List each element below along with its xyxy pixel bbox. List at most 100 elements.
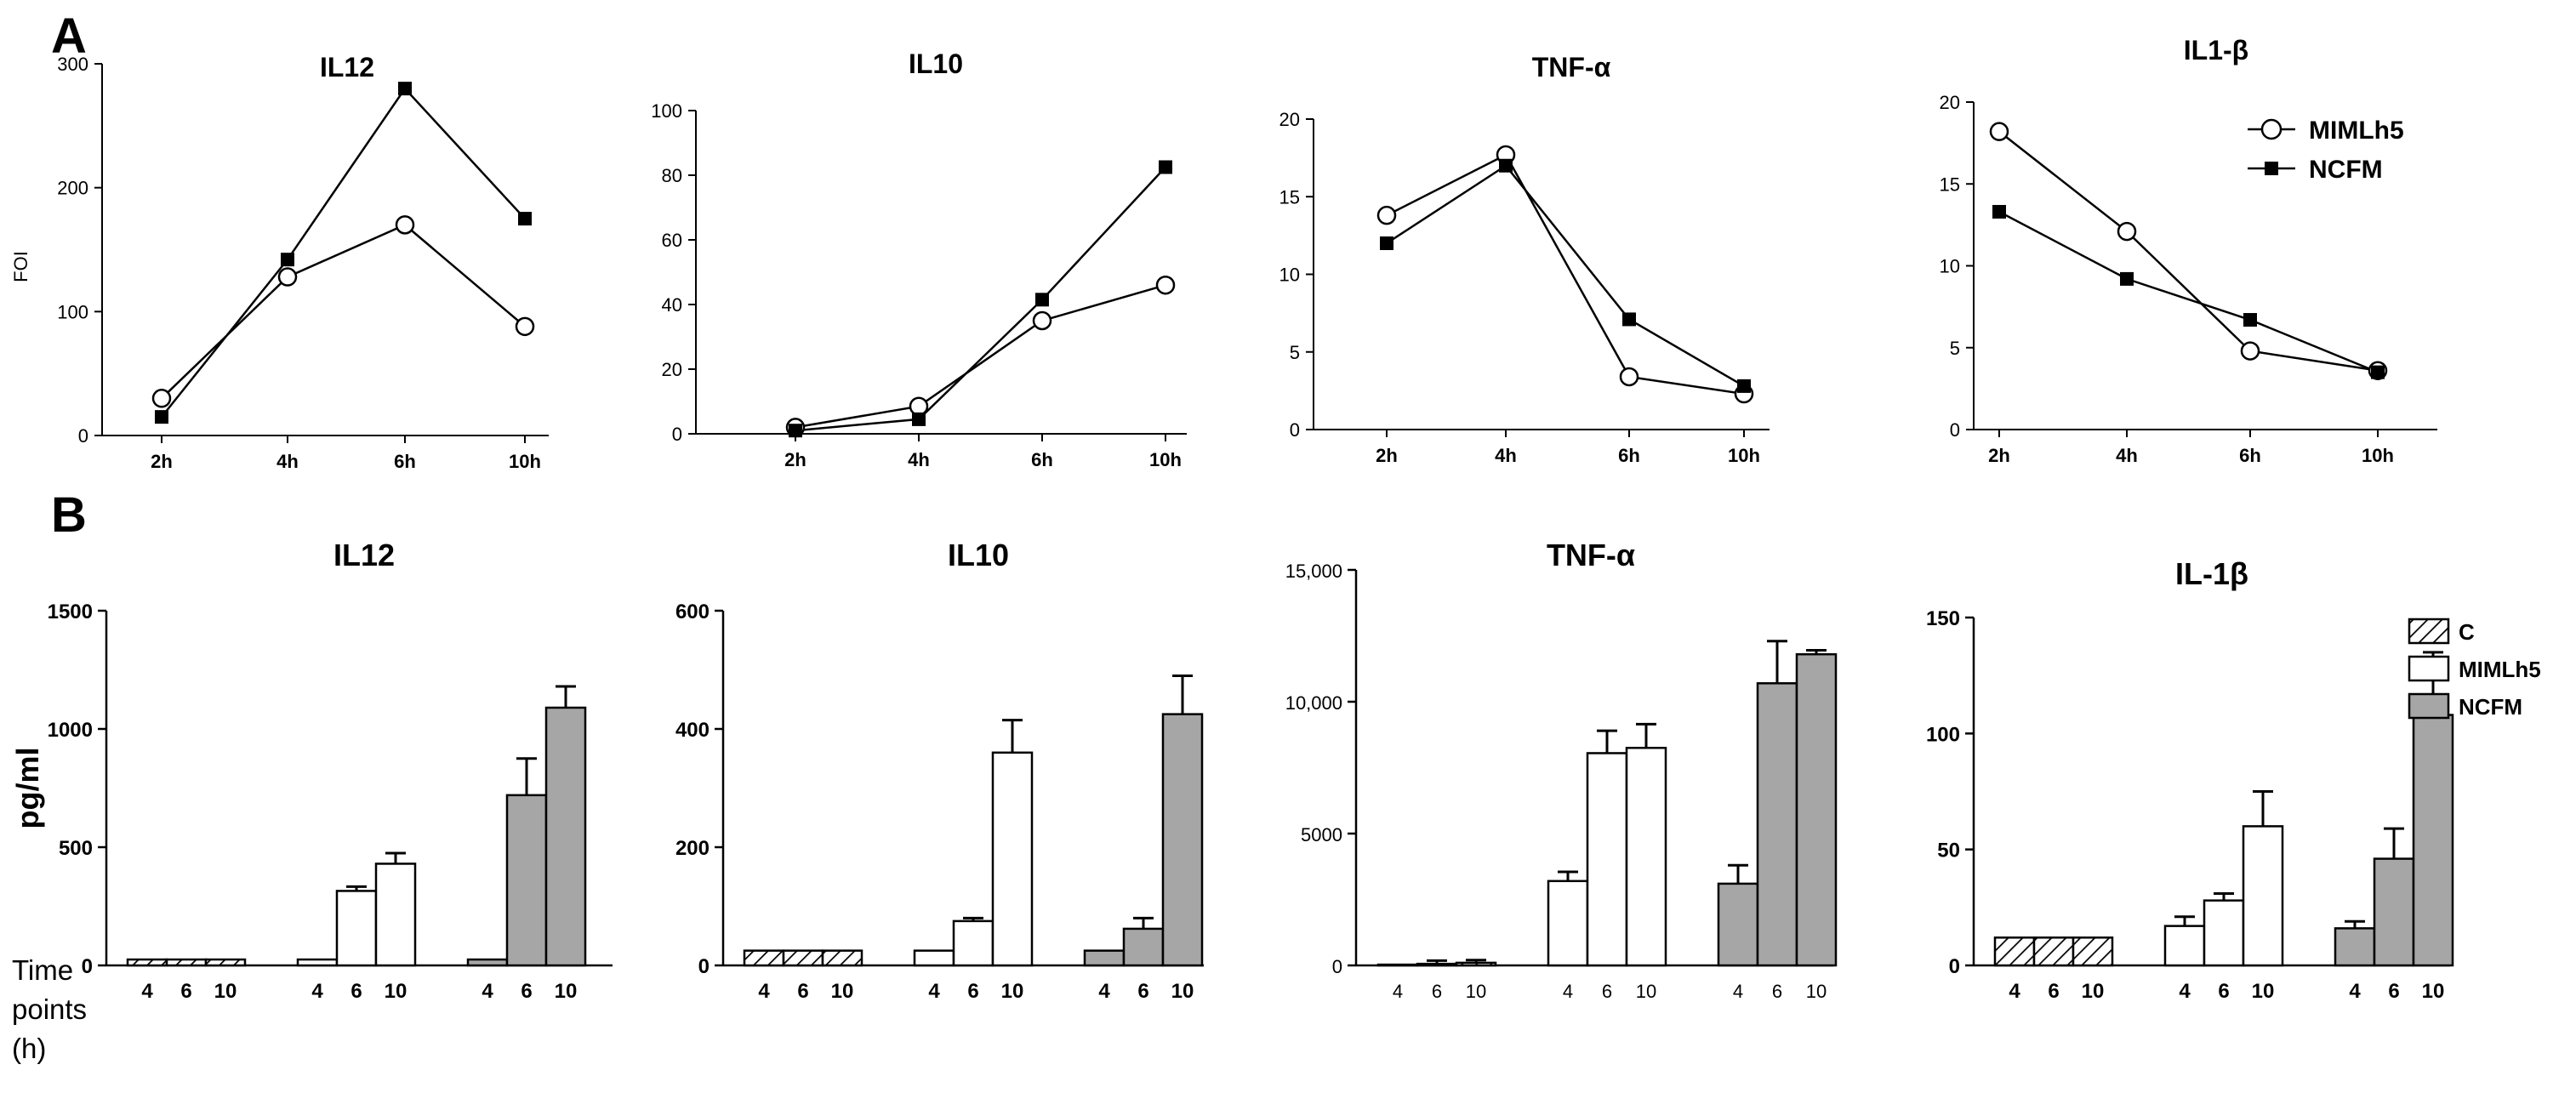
x-tick-label: 6 bbox=[2048, 980, 2059, 1003]
y-tick-label: 200 bbox=[675, 837, 710, 860]
x-tick-label: 10 bbox=[2252, 980, 2275, 1003]
legend-swatch-c bbox=[2408, 618, 2450, 645]
chart-a-0: IL12 0 100 200 300 2h 4h 6h 10h FOI bbox=[10, 52, 549, 472]
panel-a-label: A bbox=[51, 9, 87, 64]
x-tick-label: 6h bbox=[1618, 445, 1640, 466]
y-tick-label: 150 bbox=[1926, 607, 1960, 630]
x-tick-label: 10h bbox=[509, 451, 541, 472]
point-ncfm bbox=[2243, 313, 2257, 327]
y-tick-label: 0 bbox=[78, 425, 88, 447]
point-mimlh5 bbox=[2240, 341, 2260, 361]
y-tick-label: 1000 bbox=[48, 719, 93, 742]
point-ncfm bbox=[912, 412, 926, 426]
x-tick-label: 4 bbox=[1393, 981, 1403, 1002]
bar-mimlh5 bbox=[374, 862, 417, 967]
y-tick-label: 20 bbox=[662, 359, 682, 380]
y-tick-label: 40 bbox=[662, 294, 682, 316]
bar-mimlh5 bbox=[1625, 747, 1667, 967]
legend-label: NCFM bbox=[2459, 694, 2522, 720]
y-tick-label: 0 bbox=[1332, 956, 1342, 977]
y-tick-label: 500 bbox=[59, 837, 93, 860]
x-tick-label: 10 bbox=[1171, 980, 1194, 1003]
series-line-ncfm bbox=[161, 87, 526, 418]
point-ncfm bbox=[2120, 271, 2134, 286]
point-ncfm bbox=[1622, 312, 1636, 327]
bar-ncfm bbox=[1161, 713, 1204, 967]
bar-c bbox=[821, 949, 863, 967]
bar-ncfm bbox=[505, 794, 548, 967]
point-ncfm bbox=[1737, 379, 1751, 393]
y-tick-label: 400 bbox=[675, 719, 710, 742]
y-tick-label: 10 bbox=[1279, 265, 1300, 286]
legend-marker-circle bbox=[2260, 118, 2282, 140]
x-tick-label: 4 bbox=[2009, 980, 2020, 1003]
x-tick-label: 4 bbox=[1098, 980, 1110, 1003]
point-ncfm bbox=[1992, 204, 2006, 219]
bar-ncfm bbox=[2334, 927, 2376, 967]
point-mimlh5 bbox=[1155, 275, 1176, 295]
chart-b-4: IL12 0 500 1000 1500 pg/ml 4 6 10 4 6 10 4 6 10 bbox=[10, 538, 613, 1003]
y-tick-label: 600 bbox=[675, 601, 710, 623]
chart-a-2: TNF-α 0 5 10 15 20 2h 4h 6h 10h bbox=[1279, 52, 1770, 466]
legend-swatch-mimlh5 bbox=[2408, 655, 2450, 682]
x-tick-label: 6 bbox=[521, 980, 532, 1003]
x-tick-label: 4 bbox=[2179, 980, 2191, 1003]
x-tick-label: 2h bbox=[1988, 445, 2010, 466]
chart-b-7: IL-1β 0 50 100 150 4 6 10 4 6 10 4 6 10 C MIMLh5 NCFM bbox=[1926, 556, 2541, 1003]
time-label-line-2: points bbox=[12, 993, 87, 1025]
bar-mimlh5 bbox=[913, 949, 955, 967]
point-mimlh5 bbox=[395, 215, 415, 235]
y-tick-label: 0 bbox=[82, 955, 93, 978]
bar-mimlh5 bbox=[2203, 899, 2245, 967]
x-tick-label: 10 bbox=[385, 980, 407, 1003]
x-tick-label: 10 bbox=[555, 980, 578, 1003]
x-tick-label: 10 bbox=[1466, 981, 1486, 1002]
point-ncfm bbox=[1159, 160, 1172, 174]
point-mimlh5 bbox=[1032, 310, 1052, 331]
bar-mimlh5 bbox=[1586, 752, 1628, 967]
point-ncfm bbox=[281, 253, 294, 267]
point-ncfm bbox=[789, 424, 802, 438]
x-tick-label: 6 bbox=[1602, 981, 1612, 1002]
bar-ncfm bbox=[544, 706, 587, 967]
x-tick-label: 10 bbox=[831, 980, 854, 1003]
legend-label: NCFM bbox=[2309, 156, 2383, 184]
x-tick-label: 4 bbox=[1563, 981, 1573, 1002]
y-axis-label: FOI bbox=[10, 251, 31, 282]
chart-title: IL12 bbox=[320, 52, 374, 83]
y-tick-label: 1500 bbox=[48, 601, 93, 623]
bar-c bbox=[2072, 936, 2114, 967]
point-ncfm bbox=[155, 410, 168, 424]
bar-c bbox=[1455, 961, 1497, 967]
series-line-mimlh5 bbox=[161, 223, 526, 400]
x-tick-label: 10 bbox=[1806, 981, 1827, 1002]
bar-ncfm bbox=[1083, 949, 1126, 967]
point-ncfm bbox=[518, 212, 532, 226]
x-tick-label: 6 bbox=[2388, 980, 2399, 1003]
bar-ncfm bbox=[2412, 714, 2454, 967]
x-tick-label: 4h bbox=[2116, 445, 2138, 466]
x-tick-label: 4 bbox=[2349, 980, 2361, 1003]
chart-title: IL12 bbox=[333, 538, 395, 572]
y-tick-label: 10,000 bbox=[1285, 692, 1342, 714]
x-tick-label: 10 bbox=[214, 980, 237, 1003]
x-tick-label: 6h bbox=[1031, 449, 1053, 470]
legend-marker-square bbox=[2265, 162, 2278, 175]
y-tick-label: 0 bbox=[672, 424, 682, 445]
bar-mimlh5 bbox=[1547, 880, 1589, 967]
bar-ncfm bbox=[466, 958, 509, 967]
bar-c bbox=[126, 958, 168, 967]
bar-ncfm bbox=[1122, 927, 1165, 967]
x-tick-label: 4 bbox=[1733, 981, 1743, 1002]
point-ncfm bbox=[398, 82, 412, 96]
point-mimlh5 bbox=[1989, 122, 2009, 141]
x-tick-label: 6 bbox=[797, 980, 808, 1003]
bar-c bbox=[204, 958, 247, 967]
y-tick-label: 100 bbox=[57, 301, 88, 322]
time-label-line-3: (h) bbox=[12, 1033, 46, 1064]
series-line-ncfm bbox=[795, 166, 1166, 432]
x-tick-label: 6 bbox=[967, 980, 978, 1003]
x-tick-label: 10 bbox=[1636, 981, 1656, 1002]
x-tick-label: 10h bbox=[2362, 445, 2394, 466]
